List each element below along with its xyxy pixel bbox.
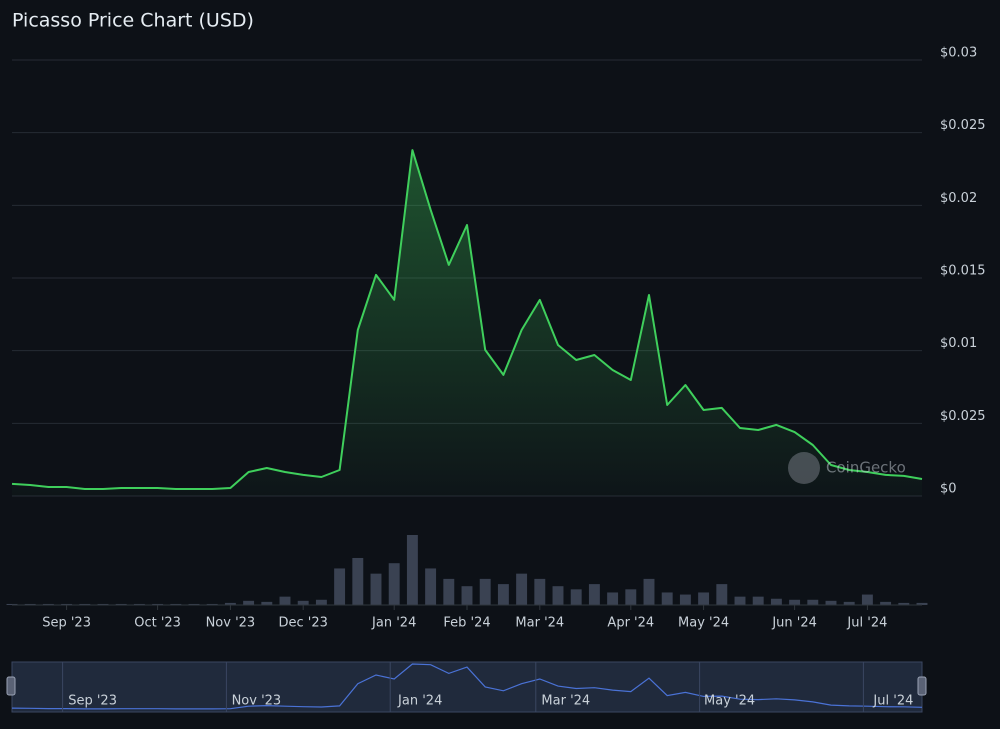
volume-bar — [61, 603, 73, 605]
navigator-line — [11, 663, 923, 710]
watermark-logo — [788, 452, 820, 484]
volume-bar — [479, 578, 491, 605]
y-tick-label: $0 — [940, 482, 957, 497]
volume-bar — [880, 601, 892, 605]
volume-bar — [716, 584, 728, 605]
volume-bar — [206, 603, 218, 605]
volume-bar — [807, 599, 819, 605]
navigator-label: Mar '24 — [541, 694, 590, 709]
x-tick-label: Jul '24 — [846, 616, 887, 631]
volume-bar — [625, 589, 637, 605]
navigator[interactable] — [11, 661, 923, 713]
x-tick-label: Feb '24 — [443, 616, 490, 631]
volume-bar — [170, 603, 182, 605]
navigator-label: Jan '24 — [397, 694, 442, 709]
volume-bar — [443, 578, 455, 605]
navigator-label: Nov '23 — [232, 694, 282, 709]
volume-bar — [6, 603, 18, 605]
volume-bar — [97, 603, 109, 605]
volume-bar — [516, 573, 528, 605]
volume-bar — [188, 603, 200, 605]
volume-bar — [734, 596, 746, 605]
volume-bar — [243, 600, 255, 605]
volume-bar — [898, 602, 910, 605]
y-tick-label: $0.025 — [940, 118, 986, 133]
volume-bar — [334, 568, 346, 605]
volume-bar — [607, 592, 619, 605]
volume-bar — [643, 578, 655, 605]
volume-bar — [752, 596, 764, 605]
x-tick-label: Jan '24 — [371, 616, 416, 631]
volume-bar — [370, 573, 382, 605]
y-tick-label: $0.015 — [940, 264, 986, 279]
price-line — [11, 149, 923, 490]
x-tick-label: Oct '23 — [134, 616, 181, 631]
navigator-label: May '24 — [704, 694, 755, 709]
navigator-label: Jul '24 — [872, 694, 913, 709]
volume-bar — [770, 598, 782, 605]
navigator-handle-right[interactable] — [917, 676, 927, 696]
volume-bar — [115, 603, 127, 605]
volume-bar — [261, 601, 273, 605]
volume-bar — [279, 596, 291, 605]
navigator-handle-left[interactable] — [6, 676, 16, 696]
y-tick-label: $0.03 — [940, 46, 977, 61]
volume-bar — [661, 592, 673, 605]
volume-bar — [789, 599, 801, 605]
volume-bar — [461, 586, 473, 605]
navigator-label: Sep '23 — [68, 694, 117, 709]
y-tick-label: $0.01 — [940, 336, 977, 351]
volume-bar — [698, 592, 710, 605]
volume-bar — [425, 568, 437, 605]
volume-bar — [388, 563, 400, 605]
volume-bar — [79, 603, 91, 605]
y-tick-label: $0.02 — [940, 191, 977, 206]
volume-bar — [588, 584, 600, 605]
volume-bar — [570, 589, 582, 605]
volume-bar — [406, 535, 418, 605]
x-tick-label: Dec '23 — [278, 616, 327, 631]
volume-bar — [497, 584, 509, 605]
volume-bar — [24, 603, 36, 605]
volume-bar — [224, 602, 236, 605]
price-area — [12, 150, 922, 496]
volume-bar — [352, 557, 364, 605]
volume-bar — [297, 600, 309, 605]
chart-title: Picasso Price Chart (USD) — [12, 10, 254, 32]
y-tick-label: $0.025 — [940, 409, 986, 424]
x-tick-label: Nov '23 — [206, 616, 256, 631]
watermark: CoinGecko — [826, 459, 906, 477]
volume-bar — [679, 594, 691, 605]
volume-bar — [916, 602, 928, 605]
volume-bar — [315, 599, 327, 605]
volume-bar — [861, 594, 873, 605]
x-tick-label: Sep '23 — [42, 616, 91, 631]
x-tick-label: Apr '24 — [607, 616, 654, 631]
volume-bar — [552, 586, 564, 605]
volume-bar — [152, 603, 164, 605]
x-tick-label: Jun '24 — [771, 616, 817, 631]
volume-bar — [843, 601, 855, 605]
volume-bar — [825, 600, 837, 605]
x-tick-label: Mar '24 — [515, 616, 564, 631]
volume-bar — [133, 603, 145, 605]
x-tick-label: May '24 — [678, 616, 729, 631]
volume-bar — [534, 578, 546, 605]
volume-bar — [42, 603, 54, 605]
